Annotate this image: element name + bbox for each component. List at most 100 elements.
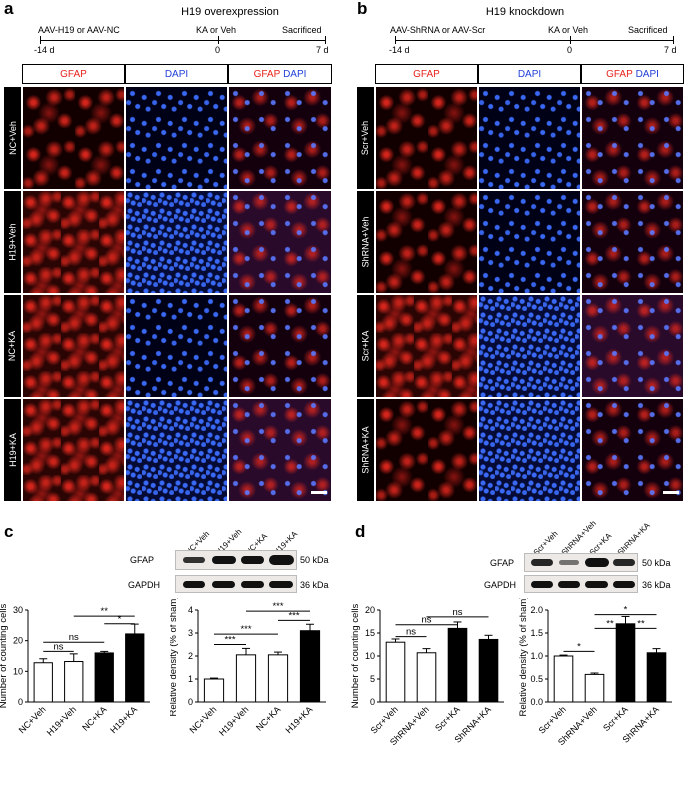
row-label-text: Scr+Veh — [360, 120, 371, 156]
panel-a-label: a — [4, 0, 14, 18]
y-tick-label: 1 — [188, 674, 193, 684]
micrograph-merge — [581, 294, 684, 398]
significance-label: *** — [240, 624, 251, 635]
micrograph-gfap — [22, 398, 125, 502]
micrograph-gfap — [22, 86, 125, 190]
micrograph-merge — [228, 398, 332, 502]
bar — [125, 633, 145, 703]
blot-strip-gfap — [524, 553, 638, 572]
y-tick-label: 2 — [188, 651, 193, 661]
significance-label: * — [118, 614, 122, 625]
bar — [615, 623, 636, 703]
y-tick-label: 10 — [13, 666, 23, 676]
blot-strip-gfap — [175, 550, 297, 570]
x-tick-label: Scr+Veh — [537, 704, 568, 735]
panel-b-row-label-2: ShRNA+Veh — [356, 190, 375, 294]
panel-a-title: H19 overexpression — [181, 6, 279, 18]
micrograph-merge — [581, 86, 684, 190]
x-tick-label: H19+Veh — [217, 704, 250, 737]
timeline-b-tick-label-start: -14 d — [389, 45, 410, 55]
timeline-a-start-label: AAV-H19 or AAV-NC — [38, 25, 120, 35]
significance-label: *** — [288, 610, 299, 621]
bar — [416, 652, 437, 703]
panel-a-row-label-3: NC+KA — [3, 294, 22, 398]
y-tick-label: 30 — [13, 605, 23, 615]
x-tick-label: NC+Veh — [187, 704, 218, 735]
blot-band — [269, 581, 293, 588]
blot-band — [212, 556, 236, 564]
bar — [203, 678, 225, 703]
panel-b-label: b — [357, 0, 368, 18]
blot-strip-gapdh — [524, 575, 638, 593]
panel-a-col-dapi: DAPI — [125, 64, 228, 84]
timeline-a-tick-mid — [218, 36, 219, 44]
timeline-b-axis — [395, 40, 673, 41]
blot-strip-gapdh — [175, 575, 297, 593]
x-tick-label: NC+KA — [254, 704, 282, 732]
y-tick-label: 5 — [370, 674, 375, 684]
bar — [447, 627, 468, 703]
timeline-a-axis — [40, 40, 325, 41]
x-tick-label: Scr+KA — [601, 704, 630, 733]
significance-label: *** — [224, 635, 235, 646]
scale-bar — [311, 491, 327, 494]
timeline-b-tick-end — [673, 36, 674, 44]
timeline-b-tick-mid — [570, 36, 571, 44]
panel-b-col-merge: GFAP DAPI — [581, 64, 684, 84]
micrograph-dapi — [125, 294, 228, 398]
panel-b-row-label-3: Scr+KA — [356, 294, 375, 398]
blot-band — [212, 581, 235, 588]
col-label-dapi: DAPI — [517, 68, 542, 80]
panel-a-col-gfap: GFAP — [22, 64, 125, 84]
y-axis-label: Number of counting cells — [350, 603, 361, 708]
blot-band — [613, 581, 635, 588]
col-label-gfap: GFAP — [413, 68, 440, 80]
bar — [584, 673, 605, 703]
micrograph-gfap — [22, 190, 125, 294]
panel-b-title: H19 knockdown — [485, 6, 565, 18]
y-tick-label: 0.0 — [530, 697, 543, 707]
bar — [235, 654, 257, 703]
y-tick-label: 4 — [188, 605, 193, 615]
significance-label: ns — [53, 641, 63, 652]
blot-lane-label: ShRNA+KA — [615, 520, 652, 557]
col-label-merge-dapi: DAPI — [635, 68, 659, 80]
micrograph-gfap — [375, 190, 478, 294]
panel-a-col-merge: GFAP DAPI — [228, 64, 332, 84]
bar — [385, 641, 406, 703]
timeline-b-tick-label-mid: 0 — [567, 45, 573, 55]
row-label-text: NC+KA — [7, 330, 18, 362]
timeline-a-end-label: Sacrificed — [282, 25, 322, 35]
blot-row-label: GFAP — [130, 555, 155, 565]
timeline-a-tick-label-start: -14 d — [34, 45, 55, 55]
blot-kda-label: 50 kDa — [642, 558, 671, 568]
panel-a-row-label-4: H19+KA — [3, 398, 22, 502]
timeline-a-tick-label-end: 7 d — [316, 45, 329, 55]
panel-c-label: c — [4, 522, 14, 541]
significance-label: ** — [637, 618, 645, 629]
micrograph-merge — [581, 398, 684, 502]
micrograph-merge — [581, 190, 684, 294]
blot-row-label: GAPDH — [484, 580, 517, 590]
y-tick-label: 1.0 — [530, 651, 543, 661]
micrograph-dapi — [478, 190, 581, 294]
x-tick-label: NC+Veh — [17, 704, 48, 735]
micrograph-gfap — [22, 294, 125, 398]
panel-a-row-label-2: H19+Veh — [3, 190, 22, 294]
blot-row-label: GAPDH — [128, 580, 161, 590]
bar — [478, 638, 499, 703]
significance-label: ns — [69, 632, 79, 643]
significance-label: ns — [452, 607, 462, 618]
x-tick-label: H19+KA — [108, 704, 139, 735]
significance-label: * — [577, 641, 581, 652]
timeline-b-tick-label-end: 7 d — [664, 45, 677, 55]
timeline-a-mid-label: KA or Veh — [196, 25, 237, 35]
significance-label: ns — [406, 627, 416, 638]
y-axis-label: Relative density (% of sham) — [518, 598, 529, 716]
x-tick-label: H19+Veh — [45, 704, 78, 737]
micrograph-gfap — [375, 86, 478, 190]
significance-label: ** — [101, 606, 109, 617]
row-label-text: Scr+KA — [360, 330, 371, 362]
